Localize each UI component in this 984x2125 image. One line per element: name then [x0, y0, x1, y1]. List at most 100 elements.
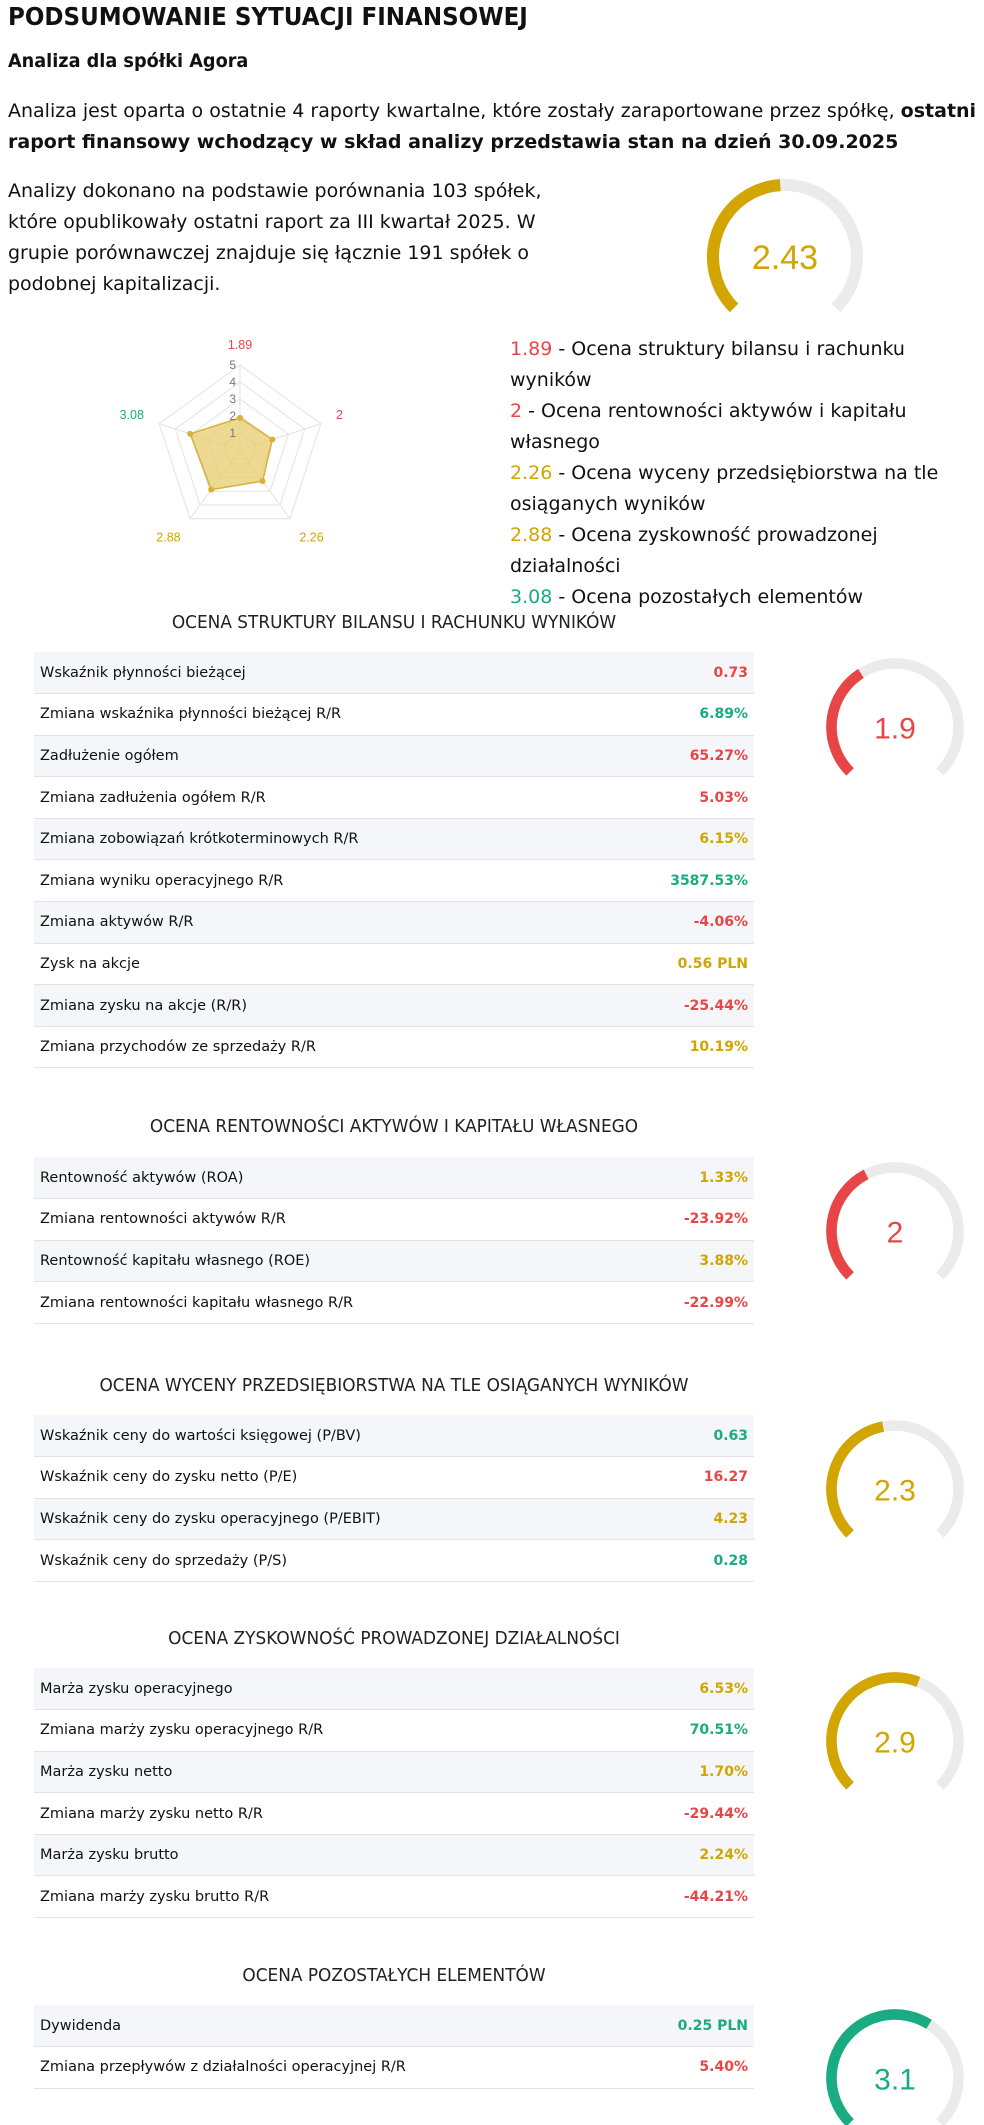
metrics-table: Rentowność aktywów (ROA) 1.33% Zmiana rent… [34, 1157, 754, 1324]
metric-value: 6.53% [606, 1668, 754, 1711]
radar-tick-label: 2 [229, 409, 236, 423]
legend-label: - Ocena pozostałych elementów [552, 586, 864, 608]
metric-label: Zmiana marży zysku operacyjnego R/R [34, 1709, 607, 1752]
gauge-fill [826, 668, 864, 776]
metric-label: Marża zysku operacyjnego [34, 1668, 607, 1711]
legend-value: 2 [510, 400, 523, 422]
metric-label: Zmiana zadłużenia ogółem R/R [34, 776, 601, 819]
legend-label: - Ocena wyceny przedsiębiorstwa na tle o… [510, 462, 939, 515]
metric-value: 70.51% [606, 1709, 754, 1752]
metric-label: Zmiana zysku na akcje (R/R) [34, 984, 601, 1027]
gauge-fill [707, 179, 781, 313]
intro-bold-text: ostatni raport finansowy wchodzący w skł… [8, 100, 977, 153]
metric-label: Rentowność aktywów (ROA) [34, 1157, 618, 1200]
section-score-value: 2 [887, 1216, 904, 1249]
metrics-table: Marża zysku operacyjnego 6.53% Zmiana marż… [34, 1668, 754, 1919]
metric-value: 0.25 PLN [625, 2005, 754, 2048]
table-row: Zmiana rentowności aktywów R/R -23.92% [34, 1198, 754, 1241]
legend-value: 2.88 [510, 524, 553, 546]
intro-paragraph: Analiza jest oparta o ostatnie 4 raporty… [8, 96, 978, 158]
section-score-gauge: 1.9 [820, 652, 970, 802]
table-row: Zmiana aktywów R/R -4.06% [34, 901, 754, 944]
radar-point [237, 414, 243, 421]
metric-value: 0.56 PLN [600, 943, 754, 986]
section-score-value: 2.3 [874, 1474, 916, 1507]
metric-label: Zmiana wskaźnika płynności bieżącej R/R [34, 693, 601, 736]
metric-value: 4.23 [654, 1498, 754, 1541]
section-score-gauge: 2 [820, 1156, 970, 1306]
metric-label: Marża zysku brutto [34, 1834, 607, 1877]
metric-label: Zmiana marży zysku brutto R/R [34, 1875, 607, 1919]
metric-value: 3.88% [617, 1240, 754, 1283]
metric-value: 0.63 [654, 1415, 754, 1458]
metric-value: 1.70% [606, 1751, 754, 1794]
table-row: Marża zysku operacyjnego 6.53% [34, 1668, 754, 1711]
metric-value: -44.21% [606, 1875, 754, 1919]
metric-value: 0.28 [654, 1539, 754, 1582]
table-row: Zmiana rentowności kapitału własnego R/R… [34, 1281, 754, 1324]
metric-value: 16.27 [654, 1456, 754, 1499]
legend-label: - Ocena struktury bilansu i rachunku wyn… [510, 338, 905, 391]
metric-label: Marża zysku netto [34, 1751, 607, 1794]
metric-label: Zadłużenie ogółem [34, 735, 601, 778]
legend-value: 1.89 [510, 338, 553, 360]
metric-value: 2.24% [606, 1834, 754, 1877]
section-score-gauge: 3.1 [820, 2003, 970, 2125]
table-row: Wskaźnik ceny do zysku netto (P/E) 16.27 [34, 1456, 754, 1499]
table-row: Wskaźnik ceny do zysku operacyjnego (P/E… [34, 1498, 754, 1541]
metric-value: 3587.53% [600, 859, 754, 903]
description-paragraph: Analizy dokonano na podstawie porównania… [8, 180, 542, 295]
radar-tick-label: 3 [229, 392, 236, 406]
table-row: Zmiana zadłużenia ogółem R/R 5.03% [34, 776, 754, 819]
radar-tick-label: 5 [229, 358, 236, 372]
radar-value-label: 2.26 [299, 531, 323, 545]
section-title: OCENA WYCENY PRZEDSIĘBIORSTWA NA TLE OSI… [99, 1375, 689, 1396]
section-score-gauge: 2.3 [820, 1414, 970, 1564]
table-row: Wskaźnik ceny do wartości księgowej (P/B… [34, 1415, 754, 1458]
table-row: Marża zysku brutto 2.24% [34, 1834, 754, 1877]
metric-value: 6.15% [600, 818, 754, 861]
metric-value: -22.99% [617, 1281, 754, 1324]
table-row: Zmiana marży zysku operacyjnego R/R 70.51… [34, 1709, 754, 1752]
legend-item: 1.89 - Ocena struktury bilansu i rachunk… [510, 334, 984, 396]
radar-tick-label: 4 [229, 375, 236, 389]
metric-label: Dywidenda [34, 2005, 626, 2048]
radar-tick-label: 1 [229, 426, 236, 440]
metric-label: Wskaźnik ceny do sprzedaży (P/S) [34, 1539, 655, 1582]
intro-text: Analiza jest oparta o ostatnie 4 raporty… [8, 100, 901, 122]
legend-item: 2.88 - Ocena zyskowność prowadzonej dzia… [510, 520, 984, 582]
metric-value: -25.44% [600, 984, 754, 1027]
gauge-fill [826, 1421, 885, 1538]
legend-item: 3.08 - Ocena pozostałych elementów [510, 582, 984, 613]
radar-grid-ring [174, 381, 306, 506]
metric-label: Rentowność kapitału własnego (ROE) [34, 1240, 618, 1283]
table-row: Zmiana przepływów z działalności operacy… [34, 2046, 754, 2089]
radar-value-label: 2.88 [156, 531, 180, 545]
metric-label: Wskaźnik ceny do zysku operacyjnego (P/E… [34, 1498, 655, 1541]
metric-value: -23.92% [617, 1198, 754, 1241]
gauge-fill [826, 2009, 932, 2125]
page-title: PODSUMOWANIE SYTUACJI FINANSOWEJ [8, 2, 528, 31]
table-row: Marża zysku netto 1.70% [34, 1751, 754, 1794]
table-row: Zmiana wyniku operacyjnego R/R 3587.53% [34, 859, 754, 903]
metric-label: Zmiana rentowności kapitału własnego R/R [34, 1281, 618, 1324]
radar-point [269, 436, 276, 443]
radar-grid-ring [158, 364, 322, 520]
section-title: OCENA STRUKTURY BILANSU I RACHUNKU WYNIK… [171, 612, 617, 633]
metric-value: 6.89% [600, 693, 754, 736]
metric-value: 0.73 [600, 652, 754, 695]
metrics-table: Wskaźnik płynności bieżącej 0.73 Zmiana ws… [34, 652, 754, 1069]
table-row: Dywidenda 0.25 PLN [34, 2005, 754, 2048]
radar-value-label: 1.89 [228, 338, 252, 352]
metric-label: Zmiana aktywów R/R [34, 901, 601, 944]
metric-label: Wskaźnik płynności bieżącej [34, 652, 601, 695]
section-score-value: 3.1 [874, 2063, 916, 2096]
radar-chart: 1 2 3 4 5 1.89 2 2.26 2.88 3.08 [110, 330, 370, 574]
radar-grid-ring [190, 398, 290, 492]
metric-label: Zmiana przychodów ze sprzedaży R/R [34, 1026, 601, 1069]
table-row: Zysk na akcje 0.56 PLN [34, 943, 754, 986]
table-row: Zmiana przychodów ze sprzedaży R/R 10.19% [34, 1026, 754, 1069]
table-row: Wskaźnik płynności bieżącej 0.73 [34, 652, 754, 695]
gauge-fill [826, 1169, 869, 1280]
section-title: OCENA POZOSTAŁYCH ELEMENTÓW [242, 1965, 546, 1986]
